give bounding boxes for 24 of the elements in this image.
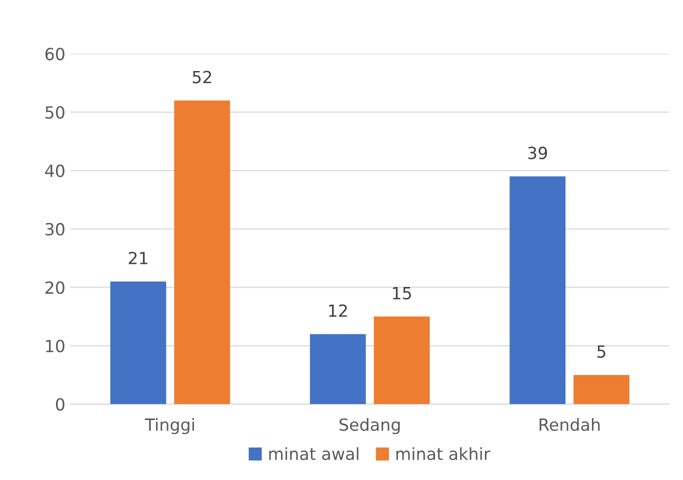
bar xyxy=(574,374,630,404)
data-label: 39 xyxy=(528,146,547,160)
data-label: 21 xyxy=(128,252,148,264)
x-tick-label: Sedang xyxy=(340,418,400,434)
bar xyxy=(174,100,230,404)
legend-label: minat awal xyxy=(269,447,358,460)
y-tick-label: 40 xyxy=(45,164,64,178)
bar xyxy=(510,176,566,404)
bar xyxy=(374,316,430,404)
bar xyxy=(310,334,366,404)
y-tick-label: 30 xyxy=(46,222,64,236)
data-label: 5 xyxy=(597,345,606,358)
y-tick-label: 0 xyxy=(56,398,64,411)
data-label: 15 xyxy=(393,287,411,300)
legend-label: minat akhir xyxy=(396,447,490,460)
x-tick-label: Tinggi xyxy=(144,418,194,434)
x-tick-label: Rendah xyxy=(540,418,600,431)
y-tick-label: 60 xyxy=(45,48,64,60)
data-label: 52 xyxy=(192,70,212,84)
y-tick-label: 10 xyxy=(46,340,64,352)
y-tick-label: 20 xyxy=(46,281,64,294)
data-label: 12 xyxy=(329,304,347,317)
bar xyxy=(110,282,166,404)
y-tick-label: 50 xyxy=(46,106,64,119)
